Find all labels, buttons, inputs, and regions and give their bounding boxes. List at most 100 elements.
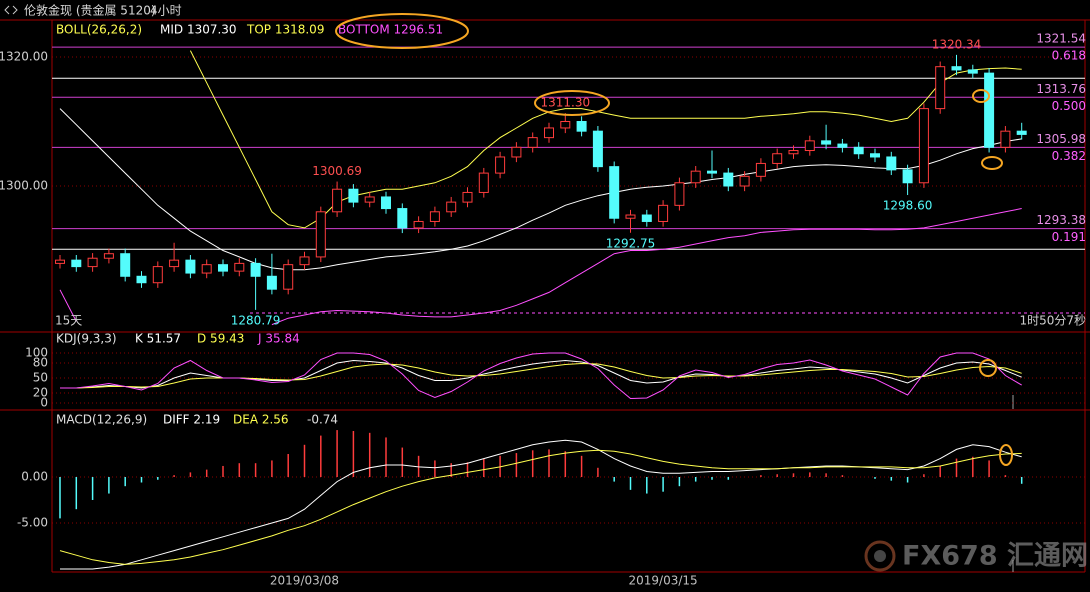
x-tick-label: 2019/03/08	[270, 574, 339, 588]
candle-body	[641, 214, 652, 222]
legend-entry: K 51.57	[135, 332, 181, 346]
macd-value: -0.74	[307, 413, 338, 427]
toolbar-icon[interactable]	[4, 5, 18, 15]
price-annotation: 1320.34	[932, 37, 982, 51]
candle-body	[234, 262, 245, 272]
indicator-line	[59, 449, 1022, 565]
candle-body	[723, 172, 734, 187]
candle-body	[1016, 130, 1027, 135]
candle-body	[918, 108, 929, 184]
indicator-line	[59, 108, 1022, 271]
candle-body	[902, 169, 913, 184]
indicator-line	[60, 362, 1022, 389]
fib-price: 1293.38	[1036, 213, 1086, 227]
candle-body	[218, 264, 228, 272]
candle-body	[201, 264, 212, 274]
candle-body	[55, 259, 65, 264]
price-panel	[52, 46, 1085, 326]
legend-entry: BOTTOM 1296.51	[338, 23, 443, 37]
candle-body	[364, 196, 375, 203]
labels: 1320.00 1300.00 BOLL(26,26,2) MID 1307.30 TO…	[0, 23, 1086, 588]
candle-body	[870, 153, 880, 158]
fib-price: 1305.98	[1036, 132, 1086, 146]
candle-body	[315, 211, 326, 258]
candle-body	[136, 275, 147, 284]
candle-body	[707, 170, 717, 174]
candle-body	[185, 259, 196, 274]
period[interactable]: 4小时	[150, 4, 182, 18]
candle-body	[152, 266, 163, 284]
candle-body	[560, 121, 571, 129]
legend-entry: J 35.84	[257, 332, 300, 346]
price-annotation: 1300.69	[312, 164, 362, 178]
candle-body	[674, 182, 685, 206]
candle-body	[755, 162, 766, 177]
highlight-ellipses	[335, 13, 1013, 466]
watermark-logo	[864, 540, 896, 572]
indicator-line	[189, 50, 1022, 229]
candle-body	[625, 214, 636, 219]
indicator-name: MACD(12,26,9)	[56, 413, 147, 427]
countdown: 1时50分7秒	[1019, 314, 1086, 328]
candle-body	[495, 156, 506, 174]
legend-entry: D 59.43	[197, 332, 244, 346]
candle-body	[935, 66, 946, 110]
y-tick-label: 20	[33, 386, 48, 400]
legend-entry: DIFF 2.19	[163, 413, 220, 427]
candle-body	[527, 137, 538, 148]
symbol[interactable]: 伦敦金现 (贵金属 5120)	[24, 3, 156, 18]
candle-body	[87, 257, 98, 268]
fib-price: 1321.54	[1036, 32, 1086, 46]
price-annotation: 1298.60	[883, 199, 933, 213]
candle-body	[397, 208, 408, 229]
fib-ratio: 0.191	[1052, 230, 1086, 244]
candle-body	[609, 166, 620, 219]
candle-body	[967, 69, 978, 74]
x-tick-label: 2019/03/15	[629, 574, 698, 588]
candle-body	[446, 201, 457, 213]
candle-body	[1000, 130, 1011, 148]
fib-ratio: 0.618	[1052, 49, 1086, 63]
fib-ratio: 0.382	[1052, 149, 1086, 163]
candle-body	[658, 204, 669, 222]
candle-body	[690, 170, 701, 184]
candle-body	[429, 211, 440, 222]
y-tick-label: 50	[33, 371, 48, 385]
legend-entry: MID 1307.30	[160, 23, 237, 37]
candle-body	[413, 220, 424, 229]
left-note: 15天	[55, 314, 82, 328]
candle-body	[299, 256, 310, 266]
indicator-name: KDJ(9,3,3)	[56, 332, 117, 346]
candle-body	[169, 259, 180, 268]
watermark: FX678 汇通网	[902, 541, 1088, 572]
candle-body	[120, 253, 131, 277]
candle-body	[71, 259, 82, 268]
y-tick-label: 0	[40, 396, 48, 410]
candle-body	[283, 264, 294, 290]
price-annotation: 1311.30	[540, 96, 590, 110]
legend-entry: DEA 2.56	[233, 413, 289, 427]
candle-body	[853, 146, 864, 155]
candle-body	[266, 275, 277, 290]
candle-body	[462, 191, 473, 203]
y-tick-label: 1320.00	[0, 50, 48, 64]
y-tick-label: 80	[33, 356, 48, 370]
candle-body	[544, 127, 554, 139]
y-tick-label: -5.00	[17, 515, 48, 529]
y-tick-label: 100	[25, 346, 48, 360]
fib-price: 1313.76	[1036, 82, 1086, 96]
legend-entry: TOP 1318.09	[246, 23, 324, 37]
candle-body	[576, 121, 587, 132]
candle-body	[381, 196, 391, 210]
fib-ratio: 0.500	[1052, 99, 1086, 113]
candle-body	[886, 156, 897, 171]
candle-body	[772, 153, 783, 164]
kdj-panel	[52, 352, 1085, 404]
candle-body	[348, 188, 359, 203]
price-annotation: 1292.75	[606, 236, 656, 250]
indicator-name: BOLL(26,26,2)	[56, 23, 142, 37]
candle-body	[511, 146, 522, 158]
price-annotation: 1280.79	[231, 313, 281, 327]
